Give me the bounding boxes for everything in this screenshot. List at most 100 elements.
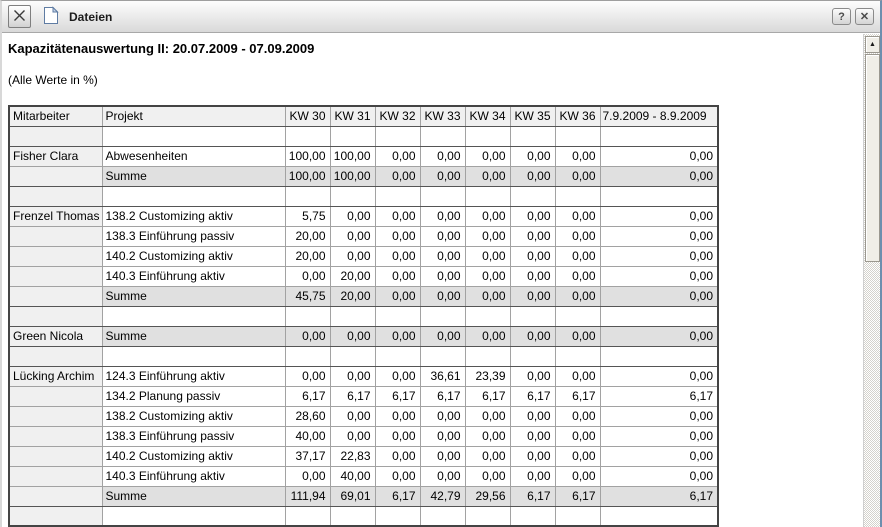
- value-cell: [509, 505, 556, 527]
- value-cell: 20,00: [284, 245, 331, 267]
- value-cell: 0,00: [329, 425, 376, 447]
- help-button[interactable]: ?: [832, 8, 851, 25]
- value-cell: 0,00: [509, 265, 556, 287]
- value-cell: 0,00: [464, 285, 511, 307]
- column-header: Projekt: [101, 105, 286, 127]
- projekt-cell: Summe: [101, 325, 286, 347]
- table-row: [8, 505, 719, 527]
- value-cell: [599, 185, 719, 207]
- value-cell: 0,00: [599, 425, 719, 447]
- value-cell: 0,00: [419, 285, 466, 307]
- value-cell: 0,00: [509, 325, 556, 347]
- close-icon: [12, 8, 27, 26]
- mitarbeiter-cell: [8, 345, 103, 367]
- table-row: 138.3 Einführung passiv 40,00 0,00 0,00 0,00…: [8, 425, 719, 447]
- value-cell: 69,01: [329, 485, 376, 507]
- value-cell: 0,00: [374, 425, 421, 447]
- value-cell: 29,56: [464, 485, 511, 507]
- mitarbeiter-cell: Lücking Archim: [8, 365, 103, 387]
- column-header: KW 32: [374, 105, 421, 127]
- value-cell: [419, 505, 466, 527]
- value-cell: 0,00: [329, 245, 376, 267]
- value-cell: 0,00: [599, 165, 719, 187]
- value-cell: 0,00: [599, 225, 719, 247]
- mitarbeiter-cell: Green Nicola: [8, 325, 103, 347]
- value-cell: [374, 125, 421, 147]
- value-cell: [509, 125, 556, 147]
- value-cell: [284, 305, 331, 327]
- column-header: KW 31: [329, 105, 376, 127]
- projekt-cell: 140.2 Customizing aktiv: [101, 445, 286, 467]
- projekt-cell: 140.3 Einführung aktiv: [101, 265, 286, 287]
- value-cell: 0,00: [509, 465, 556, 487]
- value-cell: 0,00: [329, 225, 376, 247]
- value-cell: 0,00: [599, 245, 719, 267]
- value-cell: 0,00: [554, 325, 601, 347]
- value-cell: 0,00: [554, 165, 601, 187]
- value-cell: 0,00: [419, 445, 466, 467]
- value-cell: [554, 185, 601, 207]
- value-cell: 0,00: [374, 365, 421, 387]
- projekt-cell: Summe: [101, 485, 286, 507]
- value-cell: 0,00: [464, 445, 511, 467]
- mitarbeiter-cell: [8, 305, 103, 327]
- value-cell: 6,17: [464, 385, 511, 407]
- toolbar: Dateien ? ✕: [2, 1, 880, 33]
- value-cell: 0,00: [374, 265, 421, 287]
- value-cell: [329, 505, 376, 527]
- table-row: Green Nicola Summe 0,00 0,00 0,00 0,00 0,00 0,0…: [8, 325, 719, 347]
- value-cell: 0,00: [599, 285, 719, 307]
- mitarbeiter-cell: [8, 165, 103, 187]
- scrollbar-thumb[interactable]: [865, 54, 880, 262]
- mitarbeiter-cell: [8, 185, 103, 207]
- scroll-up-button[interactable]: ▲: [865, 36, 880, 53]
- value-cell: 37,17: [284, 445, 331, 467]
- value-cell: 0,00: [329, 365, 376, 387]
- value-cell: 0,00: [509, 145, 556, 167]
- value-cell: [374, 305, 421, 327]
- value-cell: 0,00: [284, 465, 331, 487]
- value-cell: 36,61: [419, 365, 466, 387]
- projekt-cell: 138.2 Customizing aktiv: [101, 205, 286, 227]
- value-cell: [374, 505, 421, 527]
- value-cell: 6,17: [419, 385, 466, 407]
- column-header: KW 36: [554, 105, 601, 127]
- value-cell: 0,00: [284, 265, 331, 287]
- value-cell: [374, 345, 421, 367]
- value-cell: 0,00: [599, 465, 719, 487]
- value-cell: 0,00: [374, 145, 421, 167]
- projekt-cell: [101, 125, 286, 147]
- value-cell: 0,00: [374, 445, 421, 467]
- projekt-cell: Abwesenheiten: [101, 145, 286, 167]
- value-cell: 100,00: [329, 145, 376, 167]
- projekt-cell: 138.3 Einführung passiv: [101, 225, 286, 247]
- value-cell: [419, 125, 466, 147]
- files-button[interactable]: [41, 5, 61, 28]
- value-cell: 20,00: [284, 225, 331, 247]
- value-cell: [419, 185, 466, 207]
- value-cell: [419, 305, 466, 327]
- projekt-cell: Summe: [101, 285, 286, 307]
- close-window-button[interactable]: ✕: [855, 8, 874, 25]
- value-cell: 0,00: [599, 405, 719, 427]
- value-cell: 0,00: [374, 325, 421, 347]
- value-cell: 0,00: [374, 165, 421, 187]
- table-row: 138.3 Einführung passiv 20,00 0,00 0,00 0,00…: [8, 225, 719, 247]
- mitarbeiter-cell: [8, 425, 103, 447]
- value-cell: 0,00: [464, 165, 511, 187]
- value-cell: 0,00: [464, 325, 511, 347]
- vertical-scrollbar[interactable]: ▲: [863, 34, 880, 527]
- value-cell: 0,00: [419, 225, 466, 247]
- mitarbeiter-cell: [8, 405, 103, 427]
- capacity-table: Mitarbeiter Projekt KW 30 KW 31 KW 32 KW 33 KW…: [8, 105, 719, 527]
- value-cell: [284, 345, 331, 367]
- table-row: [8, 345, 719, 367]
- value-cell: 0,00: [419, 205, 466, 227]
- close-view-button[interactable]: [8, 5, 31, 28]
- table-row: 140.2 Customizing aktiv 37,17 22,83 0,00 0,0…: [8, 445, 719, 467]
- value-cell: 0,00: [464, 405, 511, 427]
- table-row: Frenzel Thomas 138.2 Customizing aktiv 5,7…: [8, 205, 719, 227]
- page-subtitle: (Alle Werte in %): [8, 73, 98, 87]
- value-cell: 0,00: [374, 465, 421, 487]
